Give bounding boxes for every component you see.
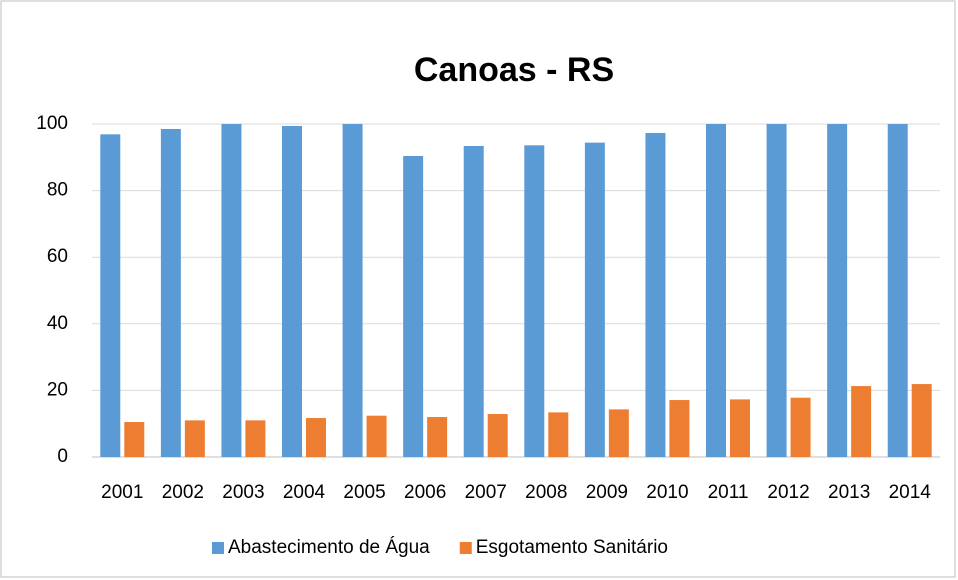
bar [669, 400, 690, 457]
x-tick-label: 2012 [767, 482, 809, 503]
legend-label: Abastecimento de Água [228, 537, 430, 558]
bar [306, 418, 326, 457]
y-tick-label: 100 [36, 113, 68, 134]
x-tick-label: 2011 [708, 482, 749, 503]
x-tick-label: 2007 [465, 482, 507, 503]
x-tick-label: 2003 [222, 482, 264, 503]
chart-title: Canoas - RS [414, 51, 614, 89]
bar [730, 399, 750, 457]
legend-swatch [212, 542, 224, 554]
bar [366, 415, 387, 457]
bar [608, 409, 629, 457]
y-tick-label: 0 [57, 446, 68, 467]
y-tick-label: 40 [47, 313, 68, 334]
bar [100, 134, 121, 457]
bar [221, 124, 242, 457]
bar [403, 155, 424, 457]
bar [827, 124, 848, 457]
bar [524, 145, 545, 457]
bar [487, 414, 508, 457]
bar [887, 124, 908, 457]
x-tick-label: 2009 [586, 482, 628, 503]
x-tick-label: 2004 [283, 482, 326, 503]
bar [463, 145, 484, 457]
x-tick-label: 2006 [404, 482, 446, 503]
bar [124, 422, 145, 457]
bar [851, 386, 872, 457]
bar [184, 420, 205, 457]
bar [645, 132, 666, 457]
bar [706, 124, 726, 457]
x-tick-label: 2001 [101, 482, 143, 503]
x-tick-label: 2005 [343, 482, 385, 503]
x-tick-label: 2013 [828, 482, 870, 503]
x-tick-label: 2014 [889, 482, 932, 503]
legend-label: Esgotamento Sanitário [476, 537, 668, 558]
bar [911, 384, 932, 457]
bar [790, 397, 811, 457]
bar [282, 125, 302, 458]
x-tick-label: 2010 [646, 482, 688, 503]
legend-swatch [459, 542, 472, 554]
bar [245, 420, 266, 457]
bar [160, 128, 181, 457]
x-tick-label: 2008 [525, 482, 567, 503]
bar [342, 124, 363, 457]
y-tick-label: 20 [47, 379, 68, 400]
bar [584, 142, 605, 457]
x-tick-label: 2002 [162, 482, 204, 503]
y-tick-label: 60 [47, 246, 68, 267]
bar [427, 417, 448, 457]
y-tick-label: 80 [47, 180, 68, 201]
bar [548, 412, 569, 457]
bar [766, 124, 787, 457]
